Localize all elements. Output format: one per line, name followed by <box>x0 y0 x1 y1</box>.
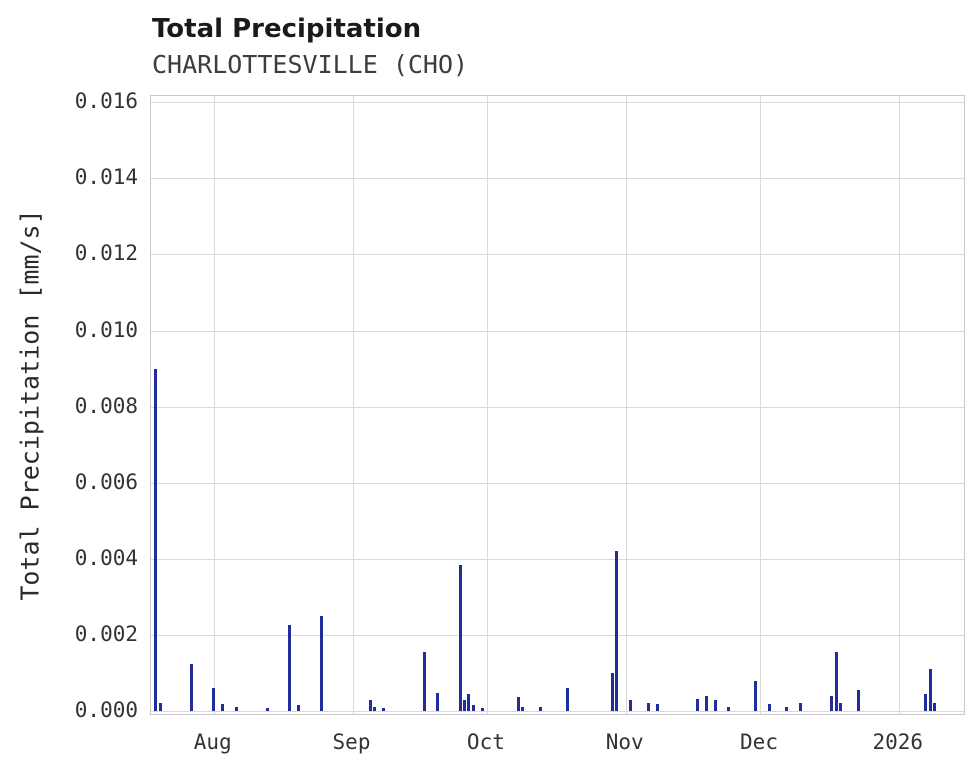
x-tick-label: Dec <box>740 730 778 754</box>
precip-bar <box>158 703 162 711</box>
y-tick-label: 0.006 <box>74 469 138 494</box>
precip-bar <box>382 708 386 711</box>
precip-bar <box>539 707 543 711</box>
gridline-horizontal <box>151 558 964 560</box>
precip-bar <box>480 708 484 711</box>
gridline-vertical <box>352 96 354 714</box>
precip-bar <box>830 695 834 711</box>
y-tick-label: 0.002 <box>74 621 138 646</box>
precip-bar <box>422 652 426 712</box>
precip-bar <box>785 707 789 711</box>
precip-bar <box>221 704 225 712</box>
y-tick-label: 0.014 <box>74 165 138 190</box>
x-tick-label: Aug <box>193 730 232 754</box>
precip-bar <box>924 693 928 711</box>
precip-bar <box>154 368 157 711</box>
gridline-vertical <box>486 96 488 714</box>
gridline-horizontal <box>151 711 964 713</box>
precip-bar <box>297 705 301 711</box>
precip-bar <box>834 652 838 712</box>
precip-bar <box>566 688 569 711</box>
y-tick-label: 0.012 <box>74 241 138 266</box>
y-tick-label: 0.010 <box>74 317 138 342</box>
precip-bar <box>857 690 860 711</box>
x-tick-label: Oct <box>466 730 505 754</box>
gridline-horizontal <box>151 330 964 332</box>
precip-bar <box>615 551 619 712</box>
gridline-vertical <box>625 96 627 714</box>
precip-bar <box>928 669 932 712</box>
precip-bar <box>516 696 520 712</box>
precip-bar <box>727 706 731 712</box>
y-tick-label: 0.004 <box>74 545 138 570</box>
chart-title: Total Precipitation <box>152 14 422 44</box>
y-tick-label: 0.008 <box>74 393 138 418</box>
precip-bar <box>467 693 471 711</box>
precip-bar <box>458 564 462 711</box>
precip-bar <box>368 699 372 711</box>
precip-bar <box>713 699 717 711</box>
precip-bar <box>610 673 614 712</box>
gridline-horizontal <box>151 406 964 408</box>
precip-bar <box>373 706 377 712</box>
precip-bar <box>288 625 292 711</box>
gridline-vertical <box>898 96 900 714</box>
precip-bar <box>767 704 771 712</box>
gridline-vertical <box>213 96 215 714</box>
gridline-vertical <box>760 96 761 714</box>
y-tick-label: 0.000 <box>74 698 138 723</box>
chart-subtitle: CHARLOTTESVILLE (CHO) <box>152 50 469 79</box>
plot-area <box>150 95 965 715</box>
precip-bar <box>655 704 659 712</box>
x-tick-label: Sep <box>332 730 371 754</box>
gridline-horizontal <box>151 482 964 484</box>
precip-bar <box>319 615 323 712</box>
precip-bar <box>839 703 843 711</box>
y-tick-label: 0.016 <box>74 89 138 114</box>
precip-bar <box>212 688 216 711</box>
precip-bar <box>436 692 440 712</box>
gridline-horizontal <box>151 102 964 104</box>
precip-bar <box>798 703 802 711</box>
precip-bar <box>234 707 238 711</box>
precip-bar <box>628 699 632 711</box>
precip-bar <box>463 699 466 711</box>
gridline-horizontal <box>151 254 964 256</box>
x-tick-label: Nov <box>605 730 644 754</box>
precip-bar <box>704 695 708 711</box>
x-tick-label: 2026 <box>872 730 924 754</box>
precip-bar <box>754 680 757 711</box>
precip-bar <box>265 708 269 711</box>
precip-bar <box>189 663 193 712</box>
precip-bar <box>471 705 475 711</box>
gridline-horizontal <box>151 634 964 636</box>
precip-bar <box>521 706 525 712</box>
gridline-horizontal <box>151 178 964 180</box>
precip-bar <box>933 703 937 711</box>
precip-bar <box>646 702 650 712</box>
precip-bar <box>695 698 699 712</box>
